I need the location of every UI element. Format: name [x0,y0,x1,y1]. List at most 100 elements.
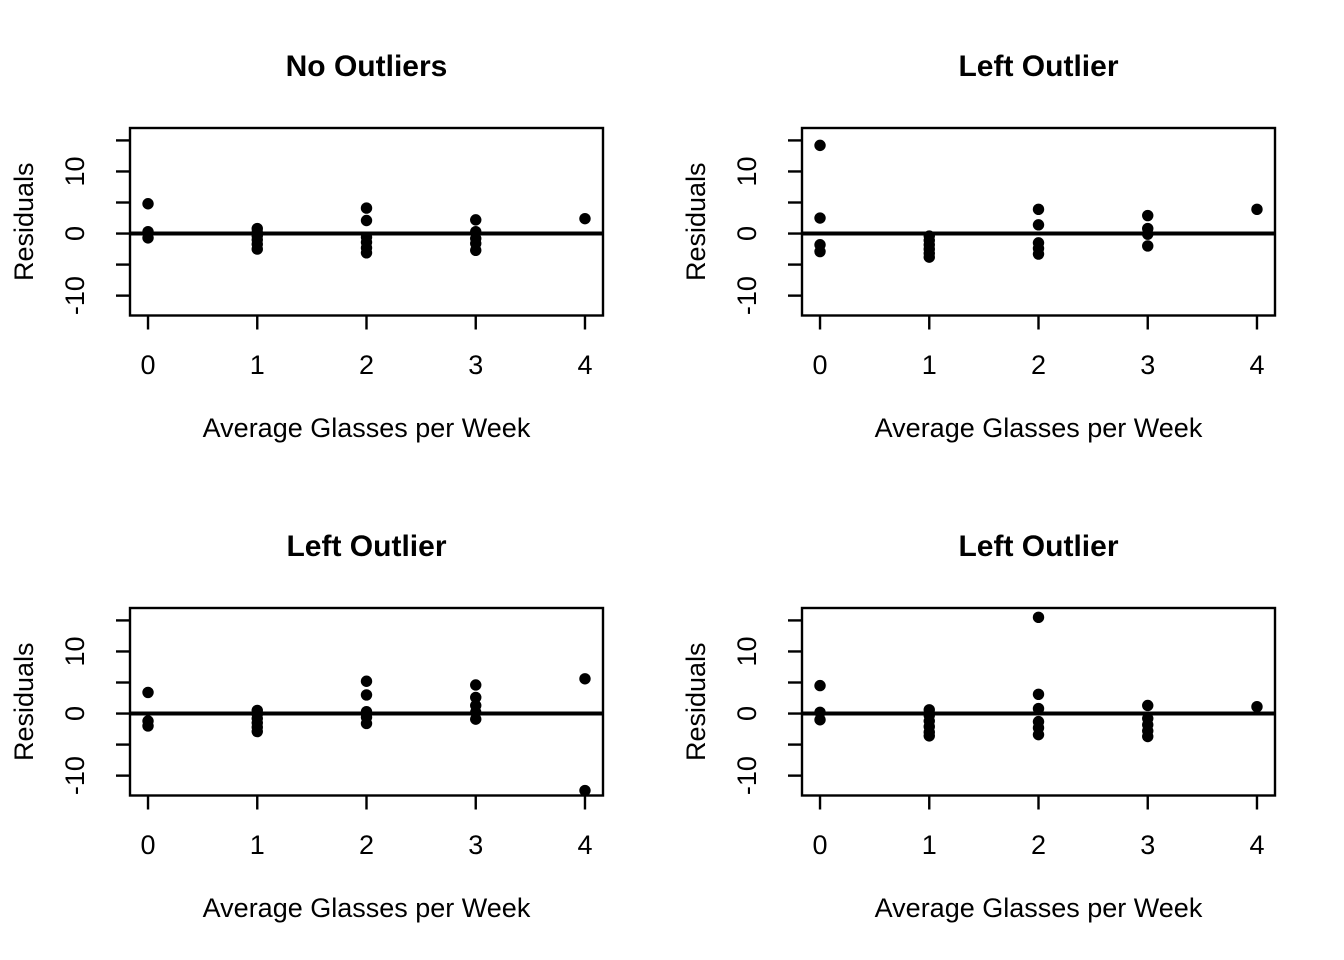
data-point [814,245,826,258]
data-point [360,214,373,227]
y-axis-label: Residuals [9,642,39,761]
x-tick-label: 3 [1140,350,1155,380]
data-point [142,232,154,244]
data-point [142,720,154,732]
axes-layer: 0 1 2 3 4 -10 0 10 [732,126,1277,380]
y-tick-label: 0 [60,226,90,241]
y-axis-label: Residuals [681,162,711,281]
data-point [579,212,591,225]
data-point [579,673,591,685]
residual-plot-svg: Left Outlier Average Glasses per Week Re… [9,530,605,923]
data-point [1032,203,1045,216]
data-point [1032,688,1045,700]
y-tick-label: 10 [732,156,762,186]
x-axis-label: Average Glasses per Week [203,413,531,443]
y-tick-label: 0 [732,226,762,241]
residual-plot-svg: Left Outlier Average Glasses per Week Re… [681,530,1277,923]
data-point [814,212,826,224]
x-tick-label: 3 [1140,830,1155,860]
data-point [923,730,935,742]
x-axis-label: Average Glasses per Week [875,413,1203,443]
data-point [360,717,373,730]
panel-left-outlier-bottom-left: Left Outlier Average Glasses per Week Re… [0,480,672,960]
data-point [1032,728,1045,741]
x-tick-label: 2 [359,350,374,380]
residual-plot-svg: No Outliers Average Glasses per Week Res… [9,50,605,443]
data-point [1032,219,1045,231]
data-point [360,247,373,259]
data-point [1032,702,1045,715]
x-tick-label: 1 [922,830,937,860]
data-point [470,691,482,704]
panel-title: No Outliers [286,50,448,83]
x-tick-label: 4 [577,350,592,380]
data-point [360,675,373,687]
x-tick-label: 1 [922,350,937,380]
x-tick-label: 0 [141,830,156,860]
y-tick-label: -10 [60,756,90,795]
y-tick-label: -10 [732,756,762,795]
data-point [814,714,826,726]
data-point [360,202,373,214]
data-point [1142,730,1154,743]
x-tick-label: 1 [250,350,265,380]
x-tick-label: 2 [1031,830,1046,860]
data-point [1251,203,1263,216]
data-point [1142,699,1154,712]
x-tick-label: 4 [1249,830,1264,860]
x-tick-label: 3 [468,830,483,860]
x-axis-label: Average Glasses per Week [203,893,531,923]
x-tick-label: 2 [359,830,374,860]
data-point [142,198,154,210]
data-point [470,713,482,725]
panel-left-outlier-top: Left Outlier Average Glasses per Week Re… [672,0,1344,480]
y-tick-label: -10 [60,276,90,315]
residual-plot-svg: Left Outlier Average Glasses per Week Re… [681,50,1277,443]
panel-title: Left Outlier [958,50,1118,83]
y-tick-label: 0 [60,706,90,721]
y-tick-label: 10 [60,156,90,186]
data-point [1032,248,1045,260]
y-tick-label: -10 [732,276,762,315]
data-point [923,251,935,263]
data-point [814,139,826,152]
data-point [1142,228,1154,240]
plot-box [128,606,605,797]
data-point [814,679,826,692]
data-point [470,244,482,257]
data-point [251,243,263,255]
y-axis-label: Residuals [681,642,711,761]
data-point [1142,240,1154,252]
data-point [470,214,482,226]
data-point [251,725,263,738]
y-axis-label: Residuals [9,162,39,281]
panel-left-outlier-bottom-right: Left Outlier Average Glasses per Week Re… [672,480,1344,960]
data-point [1142,209,1154,222]
y-tick-label: 0 [732,706,762,721]
x-axis-label: Average Glasses per Week [875,893,1203,923]
axes-layer: 0 1 2 3 4 -10 0 10 [60,606,605,860]
x-tick-label: 2 [1031,350,1046,380]
panel-no-outliers: No Outliers Average Glasses per Week Res… [0,0,672,480]
x-tick-label: 3 [468,350,483,380]
plot-box [800,606,1277,797]
panel-title: Left Outlier [958,530,1118,563]
x-tick-label: 0 [813,350,828,380]
x-tick-label: 0 [813,830,828,860]
data-point [579,784,591,797]
axes-layer: 0 1 2 3 4 -10 0 10 [732,606,1277,860]
data-point [1032,611,1045,624]
x-tick-label: 1 [250,830,265,860]
x-tick-label: 4 [577,830,592,860]
axes-layer: 0 1 2 3 4 -10 0 10 [60,126,605,380]
panel-title: Left Outlier [286,530,446,563]
y-tick-label: 10 [60,636,90,666]
data-point [142,686,154,699]
x-tick-label: 4 [1249,350,1264,380]
y-tick-label: 10 [732,636,762,666]
data-point [1251,701,1263,713]
data-point [360,689,373,701]
x-tick-label: 0 [141,350,156,380]
data-point [470,679,482,691]
